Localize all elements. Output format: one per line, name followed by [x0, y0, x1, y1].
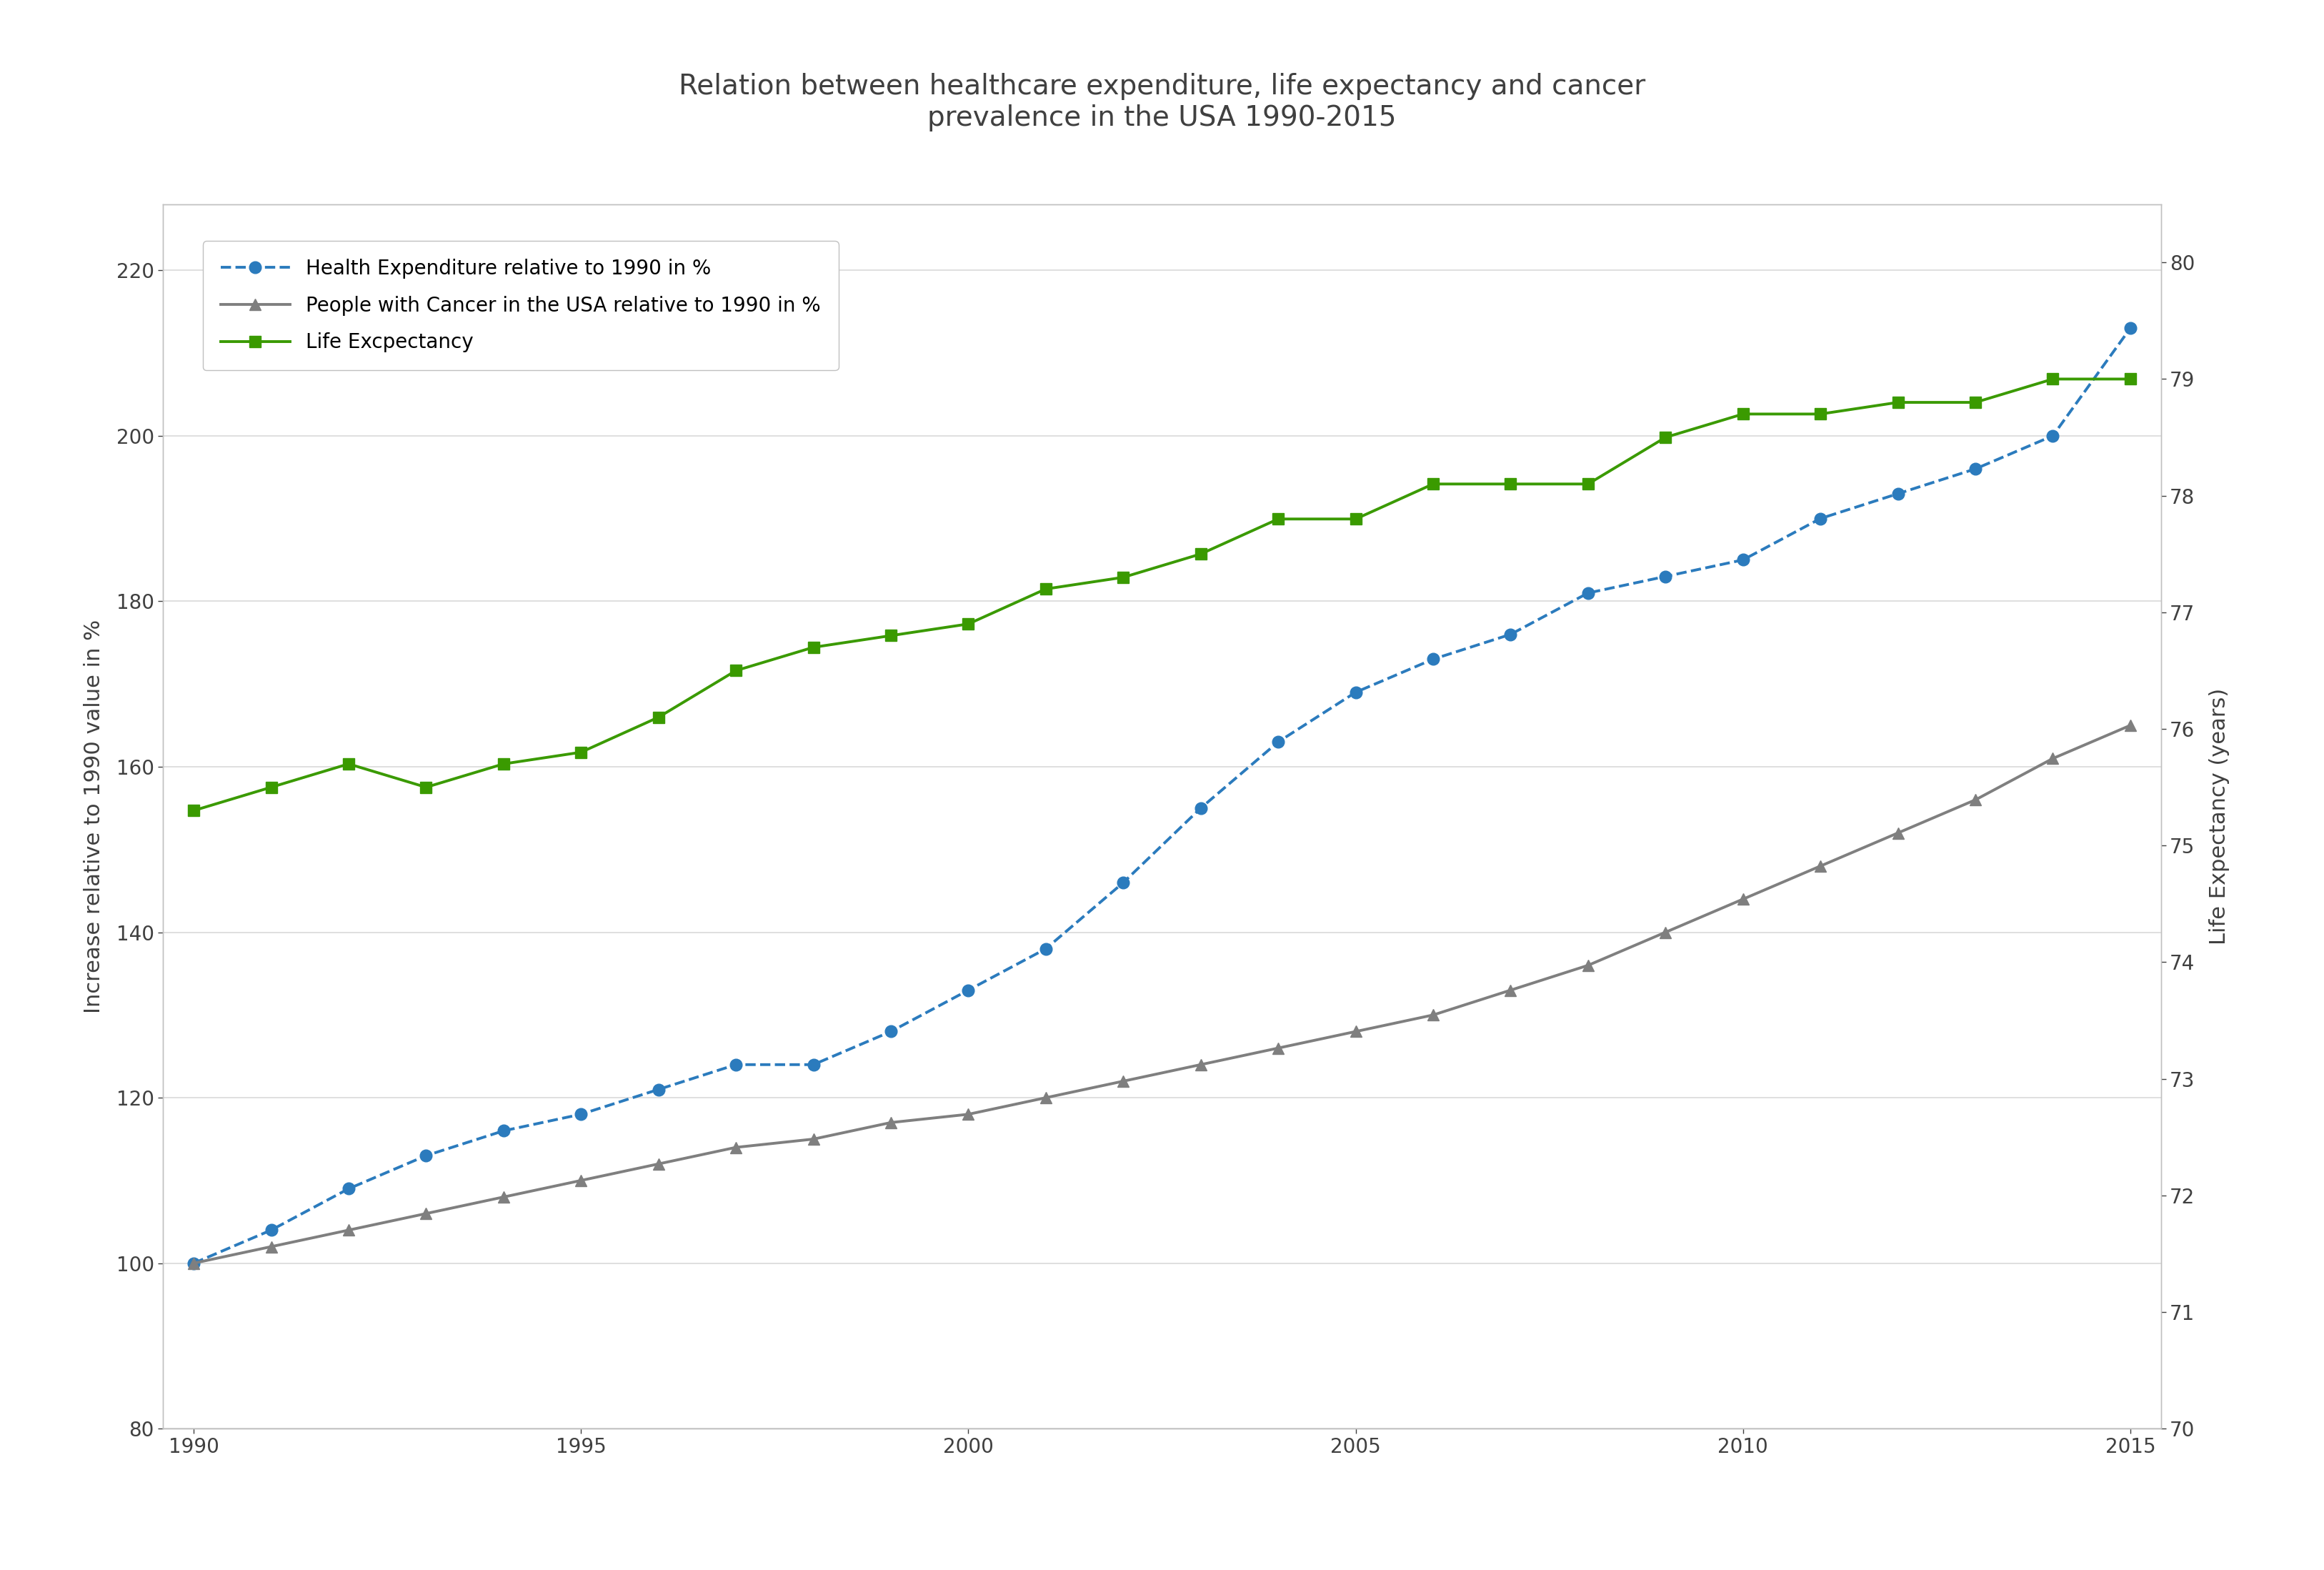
Life Excpectancy	[490, 755, 518, 774]
Health Expenditure relative to 1990 in %	[411, 1146, 439, 1165]
Life Excpectancy	[799, 637, 827, 656]
Life Excpectancy	[2117, 369, 2145, 388]
People with Cancer in the USA relative to 1990 in %	[799, 1130, 827, 1149]
Life Excpectancy	[567, 743, 595, 761]
People with Cancer in the USA relative to 1990 in %	[1420, 1005, 1448, 1024]
People with Cancer in the USA relative to 1990 in %	[1188, 1055, 1215, 1074]
Life Excpectancy	[955, 614, 983, 633]
Health Expenditure relative to 1990 in %	[1961, 460, 1989, 479]
People with Cancer in the USA relative to 1990 in %	[1961, 790, 1989, 809]
Health Expenditure relative to 1990 in %	[1109, 873, 1136, 892]
People with Cancer in the USA relative to 1990 in %	[955, 1105, 983, 1124]
People with Cancer in the USA relative to 1990 in %	[1729, 890, 1757, 909]
People with Cancer in the USA relative to 1990 in %	[1573, 956, 1601, 975]
Life Excpectancy	[1961, 393, 1989, 411]
Health Expenditure relative to 1990 in %	[490, 1121, 518, 1140]
People with Cancer in the USA relative to 1990 in %	[258, 1237, 286, 1256]
Health Expenditure relative to 1990 in %	[1188, 799, 1215, 818]
Health Expenditure relative to 1990 in %	[1573, 584, 1601, 603]
Health Expenditure relative to 1990 in %	[1341, 683, 1369, 702]
People with Cancer in the USA relative to 1990 in %	[1885, 824, 1913, 843]
People with Cancer in the USA relative to 1990 in %	[2038, 749, 2066, 768]
Health Expenditure relative to 1990 in %	[335, 1179, 363, 1198]
People with Cancer in the USA relative to 1990 in %	[490, 1187, 518, 1206]
People with Cancer in the USA relative to 1990 in %	[2117, 716, 2145, 735]
People with Cancer in the USA relative to 1990 in %	[1497, 981, 1525, 1000]
Life Excpectancy	[1806, 405, 1834, 424]
Life Excpectancy	[1264, 510, 1292, 529]
People with Cancer in the USA relative to 1990 in %	[876, 1113, 904, 1132]
Life Excpectancy	[1420, 474, 1448, 493]
Life Excpectancy	[1497, 474, 1525, 493]
Line: Life Excpectancy: Life Excpectancy	[188, 374, 2136, 816]
Life Excpectancy	[1885, 393, 1913, 411]
Life Excpectancy	[723, 661, 751, 680]
Life Excpectancy	[1032, 579, 1060, 598]
People with Cancer in the USA relative to 1990 in %	[179, 1254, 207, 1273]
Health Expenditure relative to 1990 in %	[567, 1105, 595, 1124]
Health Expenditure relative to 1990 in %	[1420, 650, 1448, 669]
Health Expenditure relative to 1990 in %	[1264, 733, 1292, 752]
People with Cancer in the USA relative to 1990 in %	[1341, 1022, 1369, 1041]
Life Excpectancy	[1652, 429, 1680, 447]
Life Excpectancy	[1729, 405, 1757, 424]
Health Expenditure relative to 1990 in %	[1729, 551, 1757, 570]
Legend: Health Expenditure relative to 1990 in %, People with Cancer in the USA relative: Health Expenditure relative to 1990 in %…	[202, 240, 839, 371]
People with Cancer in the USA relative to 1990 in %	[567, 1171, 595, 1190]
Life Excpectancy	[258, 777, 286, 796]
Health Expenditure relative to 1990 in %	[1497, 625, 1525, 644]
People with Cancer in the USA relative to 1990 in %	[644, 1154, 672, 1173]
Life Excpectancy	[2038, 369, 2066, 388]
People with Cancer in the USA relative to 1990 in %	[411, 1204, 439, 1223]
Health Expenditure relative to 1990 in %	[2038, 427, 2066, 446]
People with Cancer in the USA relative to 1990 in %	[1264, 1039, 1292, 1058]
Health Expenditure relative to 1990 in %	[2117, 319, 2145, 338]
People with Cancer in the USA relative to 1990 in %	[723, 1138, 751, 1157]
Health Expenditure relative to 1990 in %	[1652, 567, 1680, 586]
Health Expenditure relative to 1990 in %	[1032, 939, 1060, 958]
Health Expenditure relative to 1990 in %	[258, 1221, 286, 1240]
Life Excpectancy	[1573, 474, 1601, 493]
Life Excpectancy	[411, 777, 439, 796]
People with Cancer in the USA relative to 1990 in %	[1032, 1088, 1060, 1107]
Life Excpectancy	[1341, 510, 1369, 529]
Line: People with Cancer in the USA relative to 1990 in %: People with Cancer in the USA relative t…	[188, 719, 2136, 1269]
People with Cancer in the USA relative to 1990 in %	[1652, 923, 1680, 942]
Life Excpectancy	[335, 755, 363, 774]
People with Cancer in the USA relative to 1990 in %	[1806, 857, 1834, 876]
Life Excpectancy	[1188, 545, 1215, 564]
Health Expenditure relative to 1990 in %	[723, 1055, 751, 1074]
Health Expenditure relative to 1990 in %	[179, 1254, 207, 1273]
Health Expenditure relative to 1990 in %	[876, 1022, 904, 1041]
Life Excpectancy	[179, 801, 207, 820]
Life Excpectancy	[1109, 568, 1136, 587]
Health Expenditure relative to 1990 in %	[1806, 509, 1834, 528]
Health Expenditure relative to 1990 in %	[644, 1080, 672, 1099]
Text: Relation between healthcare expenditure, life expectancy and cancer
prevalence i: Relation between healthcare expenditure,…	[679, 72, 1645, 132]
Health Expenditure relative to 1990 in %	[1885, 484, 1913, 502]
People with Cancer in the USA relative to 1990 in %	[1109, 1072, 1136, 1091]
Health Expenditure relative to 1990 in %	[955, 981, 983, 1000]
Y-axis label: Life Expectancy (years): Life Expectancy (years)	[2208, 688, 2229, 945]
Y-axis label: Increase relative to 1990 value in %: Increase relative to 1990 value in %	[84, 620, 105, 1013]
Line: Health Expenditure relative to 1990 in %: Health Expenditure relative to 1990 in %	[188, 322, 2136, 1269]
Life Excpectancy	[876, 626, 904, 645]
Health Expenditure relative to 1990 in %	[799, 1055, 827, 1074]
Life Excpectancy	[644, 708, 672, 727]
People with Cancer in the USA relative to 1990 in %	[335, 1221, 363, 1240]
